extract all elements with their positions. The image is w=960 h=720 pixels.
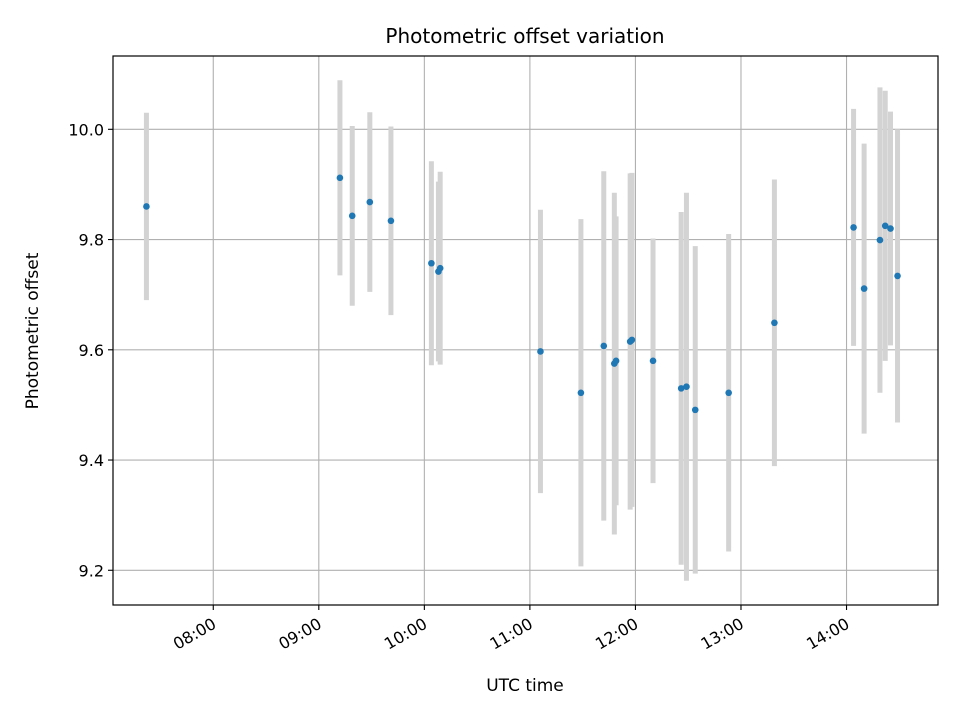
data-point [537,348,544,355]
data-point [366,198,374,206]
data-point [577,389,585,397]
x-axis-label: UTC time [486,676,564,696]
data-point [628,336,636,344]
data-point [876,236,884,244]
data-point [683,383,690,391]
data-point [887,225,894,232]
data-point [436,264,444,272]
chart-title: Photometric offset variation [385,24,664,48]
data-point [600,342,608,350]
data-point [894,272,901,280]
data-point [860,285,868,292]
y-axis: 9.2 9.4 9.6 9.8 10.0 [68,120,113,580]
data-points [143,174,901,414]
data-point [387,217,395,225]
data-point [428,259,435,267]
data-point [143,203,150,210]
y-tick-label: 10.0 [68,120,104,139]
data-point [850,224,857,231]
data-point [691,406,699,414]
data-point [677,385,685,392]
data-point [725,389,732,397]
y-tick-label: 9.8 [79,231,104,250]
y-tick-label: 9.2 [79,561,104,580]
data-point [348,212,356,220]
data-point [612,357,620,365]
y-axis-label: Photometric offset [23,252,43,409]
plot-frame [112,55,939,606]
data-point [336,174,344,182]
data-point [881,222,889,230]
y-tick-label: 9.4 [79,451,104,470]
data-point [649,357,657,365]
data-point [771,319,778,327]
grid [113,56,938,605]
y-tick-label: 9.6 [79,341,104,360]
